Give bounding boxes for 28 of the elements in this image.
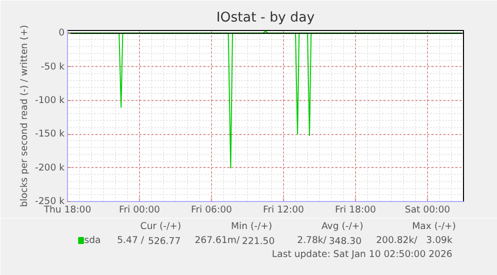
text: Avg (-/+) (321, 221, 364, 232)
text: 267.61m/ (194, 235, 240, 246)
text: 3.09k (426, 235, 453, 246)
text: 5.47 / (117, 235, 145, 246)
y-tick-label: 0 (58, 28, 65, 39)
text: 2.78k/ (297, 235, 328, 246)
text: 348.30 (328, 236, 362, 247)
x-tick-label: Thu 18:00 (42, 204, 92, 216)
text: Last update: Sat Jan 10 02:50:00 2026 (272, 249, 452, 260)
text: Max (-/+) (412, 221, 456, 232)
text: 526.77 (148, 236, 181, 247)
y-tick-label: -200 k (34, 162, 66, 174)
x-tick-label: Fri 18:00 (335, 204, 376, 216)
text: Min (-/+) (230, 221, 272, 232)
y-axis-title: blocks per second read (-) / written (+) (18, 24, 30, 208)
chart-title: IOstat - by day (216, 10, 315, 26)
x-tick-label: Fri 06:00 (191, 204, 232, 216)
text: 200.82k/ (376, 235, 418, 246)
x-tick-label: Fri 00:00 (119, 204, 160, 216)
y-tick-label: -150 k (34, 128, 66, 140)
y-tick-label: -50 k (40, 61, 66, 72)
y-tick-label: -250 k (34, 196, 66, 207)
text: 221.50 (242, 236, 275, 247)
x-tick-label: Sat 00:00 (404, 204, 450, 216)
legend-label: sda (84, 235, 101, 246)
y-tick-label: -100 k (34, 95, 66, 106)
x-tick-label: Fri 12:00 (263, 204, 304, 216)
text: Cur (-/+) (140, 221, 182, 232)
